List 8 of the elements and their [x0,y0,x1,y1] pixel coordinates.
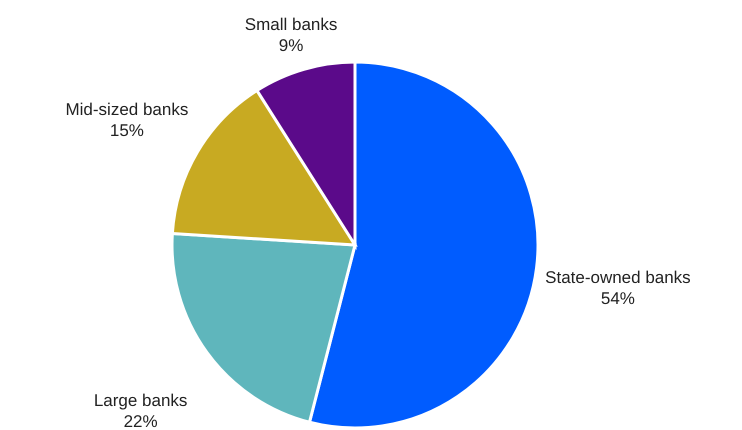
data-label: 15% [110,121,144,140]
slice-label: State-owned banks [545,268,691,288]
data-label: 54% [600,289,635,308]
slice-label: Mid-sized banks [65,100,188,120]
data-label: 9% [278,36,304,55]
slice-label: Small banks [244,15,338,34]
slice-label: Large banks [94,390,188,410]
data-label: 22% [124,412,158,430]
